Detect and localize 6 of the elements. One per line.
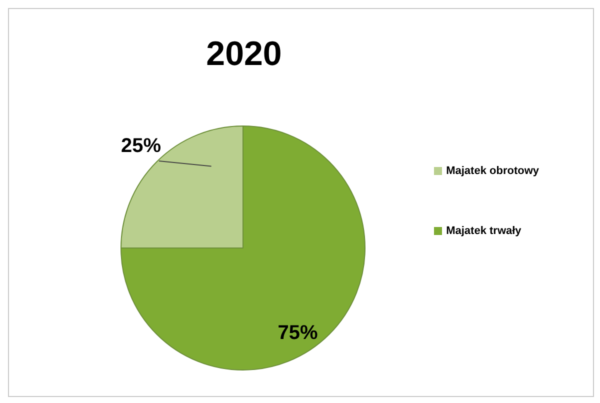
legend-label: Majatek obrotowy bbox=[446, 164, 539, 176]
data-label: 75% bbox=[278, 322, 318, 344]
pie-slice bbox=[120, 126, 366, 370]
data-label: 25% bbox=[120, 135, 162, 157]
legend-label: Majatek trwały bbox=[446, 224, 522, 236]
chart-title: 2020 bbox=[205, 35, 283, 74]
